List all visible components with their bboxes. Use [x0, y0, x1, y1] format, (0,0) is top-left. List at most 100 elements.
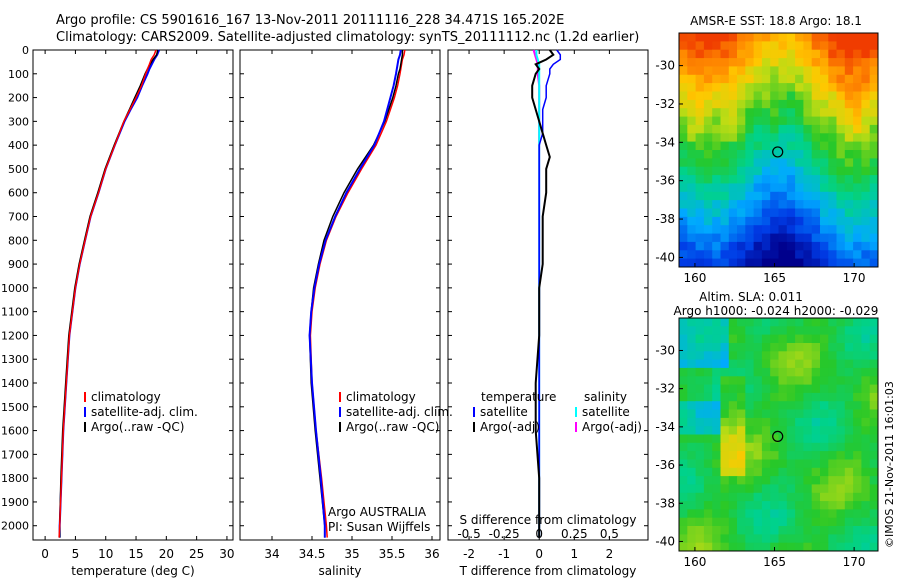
sst_map-cell	[869, 216, 878, 226]
sla_map-cell	[712, 376, 722, 386]
sst_map-cell	[720, 141, 730, 151]
sst_map-cell	[720, 133, 730, 143]
sla_map-cell	[828, 501, 838, 510]
sst_map-cell	[687, 166, 697, 176]
sst_map-cell	[828, 116, 838, 126]
sst_map-cell	[811, 41, 821, 51]
sla_map-cell	[836, 401, 846, 411]
diff-legend-temperature-title: temperature	[481, 390, 556, 404]
sla_map-cell	[803, 492, 813, 502]
sst_map-cell	[695, 108, 705, 118]
sst_map-cell	[720, 49, 730, 59]
sst_map-cell	[745, 66, 755, 76]
sst_map-cell	[786, 99, 796, 109]
sla_map-cell	[745, 367, 755, 377]
sst_map-cell	[687, 33, 697, 42]
sla_map-cell	[753, 417, 763, 427]
sla_map-cell	[828, 367, 838, 377]
sst_map-cell	[761, 208, 771, 218]
sla_map-cell	[720, 376, 730, 386]
sst_map-cell	[770, 108, 780, 118]
sla_map-cell	[753, 459, 763, 469]
sst_map-cell	[836, 133, 846, 143]
sla_map-field	[679, 318, 878, 551]
sla_map-cell	[761, 343, 771, 352]
sst_map-cell	[703, 241, 713, 251]
sla_map-cell	[803, 426, 813, 436]
sst_map-cell	[737, 124, 746, 134]
sla_map-cell	[803, 359, 813, 369]
sla_map-cell	[853, 542, 862, 551]
sla_map-cell	[712, 334, 722, 344]
depth-tick-label: 800	[8, 234, 29, 247]
sst_map-cell	[861, 99, 871, 109]
sst_map-cell	[745, 241, 755, 251]
sla_map-cell	[836, 359, 846, 369]
sla_map-cell	[836, 326, 846, 336]
sst_map-cell	[853, 241, 862, 251]
sla_map-cell	[720, 526, 730, 535]
sst_map-cell	[836, 91, 846, 101]
sst_map-cell	[737, 74, 746, 84]
sst_map-cell	[695, 200, 705, 210]
sla_map-cell	[737, 426, 746, 436]
figure-subtitle: Climatology: CARS2009. Satellite-adjuste…	[56, 30, 640, 45]
sla_map-cell	[745, 409, 755, 419]
sla_map-ytick-label: -30	[655, 343, 675, 357]
sla_map-cell	[679, 534, 688, 544]
sla_map-cell	[712, 467, 722, 477]
sla_map-cell	[811, 334, 821, 344]
sst_map-cell	[828, 66, 838, 76]
sst_map-cell	[803, 216, 813, 226]
sla_map-cell	[795, 351, 804, 361]
sst_map-cell	[786, 158, 796, 168]
sla_map-cell	[712, 459, 722, 469]
sst_map-cell	[687, 200, 697, 210]
sst_map-cell	[853, 33, 862, 42]
sla_map-cell	[737, 467, 746, 477]
sst_map-cell	[853, 58, 862, 68]
sla_map-cell	[844, 434, 854, 444]
sst_map-cell	[853, 175, 862, 185]
sla_map-cell	[720, 351, 730, 361]
sla_map-cell	[869, 401, 878, 411]
sst_map-cell	[828, 216, 838, 226]
sst_map-cell	[770, 216, 780, 226]
sla_map-cell	[728, 484, 738, 494]
sla_map-cell	[720, 492, 730, 502]
sla_map-cell	[753, 501, 763, 510]
sla_map-cell	[861, 492, 871, 502]
sla_map-cell	[844, 501, 854, 510]
sla_map-cell	[844, 526, 854, 535]
sla_map-cell	[853, 426, 862, 436]
sst_map-cell	[770, 133, 780, 143]
salinity-satellite-line	[308, 49, 402, 538]
difference-plot-frame	[447, 49, 649, 541]
sla_map-cell	[695, 501, 705, 510]
sst_map-cell	[687, 124, 697, 134]
sst_map-cell	[803, 91, 813, 101]
sla_map-cell	[844, 426, 854, 436]
sla_map-cell	[695, 409, 705, 419]
sla_map-cell	[786, 334, 796, 344]
sst_map-cell	[828, 108, 838, 118]
sst_map-cell	[728, 49, 738, 59]
credit-text: ©IMOS 21-Nov-2011 16:01:03	[883, 381, 896, 548]
sla_map-cell	[695, 351, 705, 361]
sla_map-cell	[869, 484, 878, 494]
sst_map-cell	[820, 66, 829, 76]
sla_map-cell	[778, 351, 788, 361]
sst_map-cell	[695, 124, 705, 134]
sla_map-cell	[836, 451, 846, 460]
sla_map-cell	[737, 492, 746, 502]
sst_map-cell	[695, 58, 705, 68]
sla_map-cell	[828, 442, 838, 452]
sst_map-cell	[803, 183, 813, 193]
sst_map-cell	[795, 49, 804, 59]
sla_map-cell	[720, 426, 730, 436]
sla_map-cell	[720, 334, 730, 344]
sst_map-cell	[720, 83, 730, 93]
sla_map-cell	[786, 467, 796, 477]
sst_map-cell	[737, 183, 746, 193]
sla_map-cell	[745, 392, 755, 402]
